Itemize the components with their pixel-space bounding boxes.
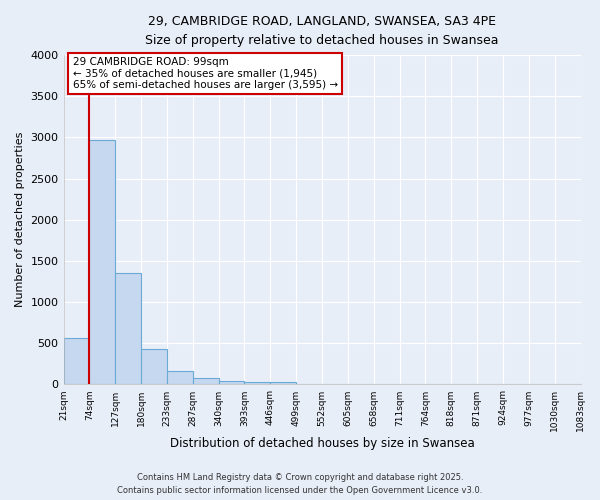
Bar — [218, 381, 244, 384]
Title: 29, CAMBRIDGE ROAD, LANGLAND, SWANSEA, SA3 4PE
Size of property relative to deta: 29, CAMBRIDGE ROAD, LANGLAND, SWANSEA, S… — [145, 15, 499, 47]
Text: Contains HM Land Registry data © Crown copyright and database right 2025.
Contai: Contains HM Land Registry data © Crown c… — [118, 474, 482, 495]
Bar — [167, 372, 193, 384]
Y-axis label: Number of detached properties: Number of detached properties — [15, 132, 25, 308]
Text: 29 CAMBRIDGE ROAD: 99sqm
← 35% of detached houses are smaller (1,945)
65% of sem: 29 CAMBRIDGE ROAD: 99sqm ← 35% of detach… — [73, 57, 338, 90]
Bar — [115, 274, 141, 384]
Bar — [193, 378, 218, 384]
Bar — [89, 140, 115, 384]
Bar — [271, 382, 296, 384]
Bar — [141, 349, 167, 384]
X-axis label: Distribution of detached houses by size in Swansea: Distribution of detached houses by size … — [170, 437, 475, 450]
Bar — [244, 382, 271, 384]
Bar — [64, 338, 89, 384]
